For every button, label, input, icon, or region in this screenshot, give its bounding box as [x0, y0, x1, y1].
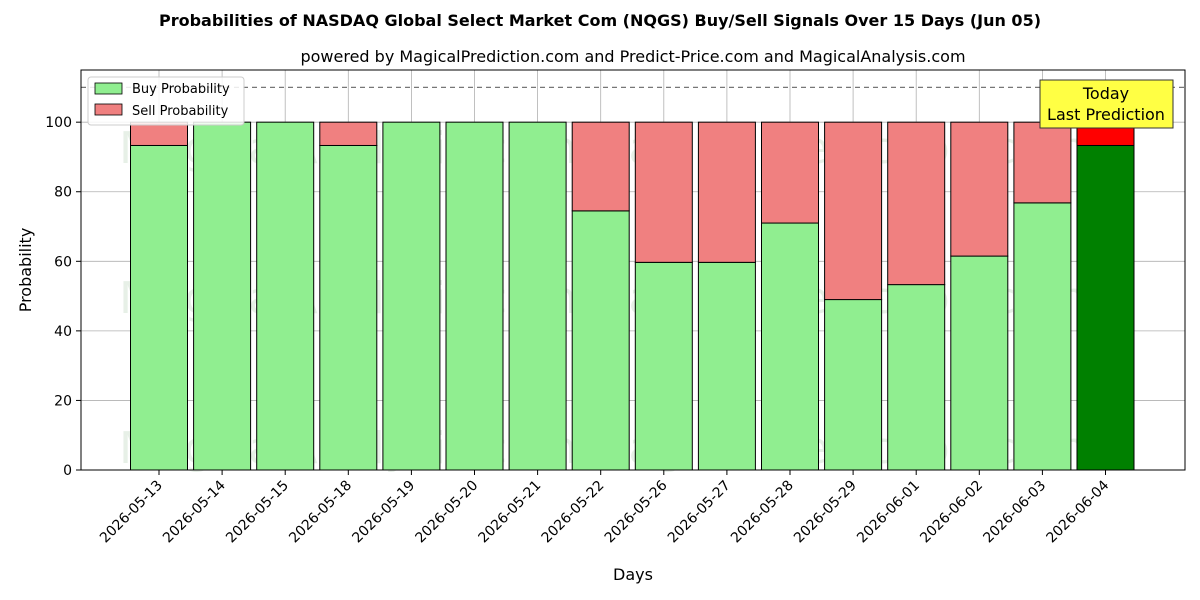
x-tick-label: 2026-05-28 — [728, 478, 797, 547]
buy-bar — [950, 255, 1009, 471]
buy-bar — [256, 121, 315, 471]
legend-label-buy: Buy Probability — [132, 82, 230, 97]
buy-bar — [761, 222, 819, 471]
buy-bar — [824, 299, 883, 471]
x-tick-label: 2026-06-01 — [854, 478, 923, 547]
buy-bar — [193, 121, 252, 471]
buy-bar — [887, 284, 946, 471]
sell-bar — [130, 121, 188, 146]
y-tick-label: 0 — [63, 463, 72, 479]
buy-bar — [130, 144, 188, 471]
x-axis-label: Days — [613, 565, 653, 584]
legend-swatch-buy — [94, 82, 123, 95]
buy-bar — [382, 121, 441, 471]
y-tick-label: 60 — [54, 254, 72, 270]
x-tick-label: 2026-05-20 — [412, 478, 481, 547]
x-tick-label: 2026-05-19 — [349, 478, 418, 547]
x-tick-label: 2026-05-18 — [286, 478, 355, 547]
sell-bar — [697, 121, 756, 263]
annotation-line-2: Last Prediction — [1047, 105, 1165, 124]
annotation-line-1: Today — [1082, 84, 1129, 103]
buy-bar — [697, 261, 756, 471]
sell-bar — [1013, 121, 1072, 204]
y-axis: 0 20 40 60 80 100 — [45, 115, 81, 479]
sell-bar — [761, 121, 819, 224]
legend-swatch-sell — [94, 103, 123, 116]
x-axis: 2026-05-132026-05-142026-05-152026-05-18… — [97, 470, 1112, 546]
x-tick-label: 2026-05-29 — [791, 478, 860, 547]
x-tick-label: 2026-06-02 — [917, 478, 986, 547]
buy-bar — [319, 144, 378, 471]
x-tick-label: 2026-05-22 — [539, 478, 608, 547]
y-tick-label: 80 — [54, 185, 72, 201]
x-tick-label: 2026-05-13 — [97, 478, 166, 547]
y-tick-label: 100 — [45, 115, 72, 131]
plot-frame — [80, 69, 1186, 471]
x-tick-label: 2026-06-03 — [980, 478, 1049, 547]
x-tick-label: 2026-05-26 — [602, 477, 671, 546]
sell-bar — [887, 121, 946, 286]
x-tick-label: 2026-05-27 — [665, 478, 734, 547]
chart-title: Probabilities of NASDAQ Global Select Ma… — [159, 11, 1041, 30]
x-tick-label: 2026-06-04 — [1043, 477, 1112, 546]
sell-bar — [319, 121, 378, 146]
y-tick-label: 40 — [54, 324, 72, 340]
buy-bar — [571, 210, 630, 471]
buy-bar — [1013, 202, 1072, 471]
sell-bar — [824, 121, 883, 301]
sell-bar — [634, 121, 693, 263]
sell-bar — [950, 121, 1009, 257]
sell-bar — [571, 121, 630, 212]
bars-layer — [130, 121, 1135, 471]
legend: Buy Probability Sell Probability — [87, 76, 245, 126]
legend-label-sell: Sell Probability — [132, 104, 229, 119]
buy-bar — [508, 121, 567, 471]
buy-bar — [634, 261, 693, 471]
legend-box — [87, 76, 245, 126]
annotation-box — [1039, 79, 1174, 129]
y-tick-label: 20 — [54, 393, 72, 409]
x-tick-label: 2026-05-14 — [160, 477, 229, 546]
x-tick-label: 2026-05-21 — [476, 478, 545, 547]
today-annotation: Today Last Prediction — [1039, 79, 1174, 129]
x-tick-label: 2026-05-15 — [223, 478, 292, 547]
buy-bar — [445, 121, 504, 471]
chart-subtitle: powered by MagicalPrediction.com and Pre… — [300, 47, 965, 66]
y-axis-label: Probability — [16, 228, 35, 313]
buy-bar — [1076, 144, 1135, 471]
